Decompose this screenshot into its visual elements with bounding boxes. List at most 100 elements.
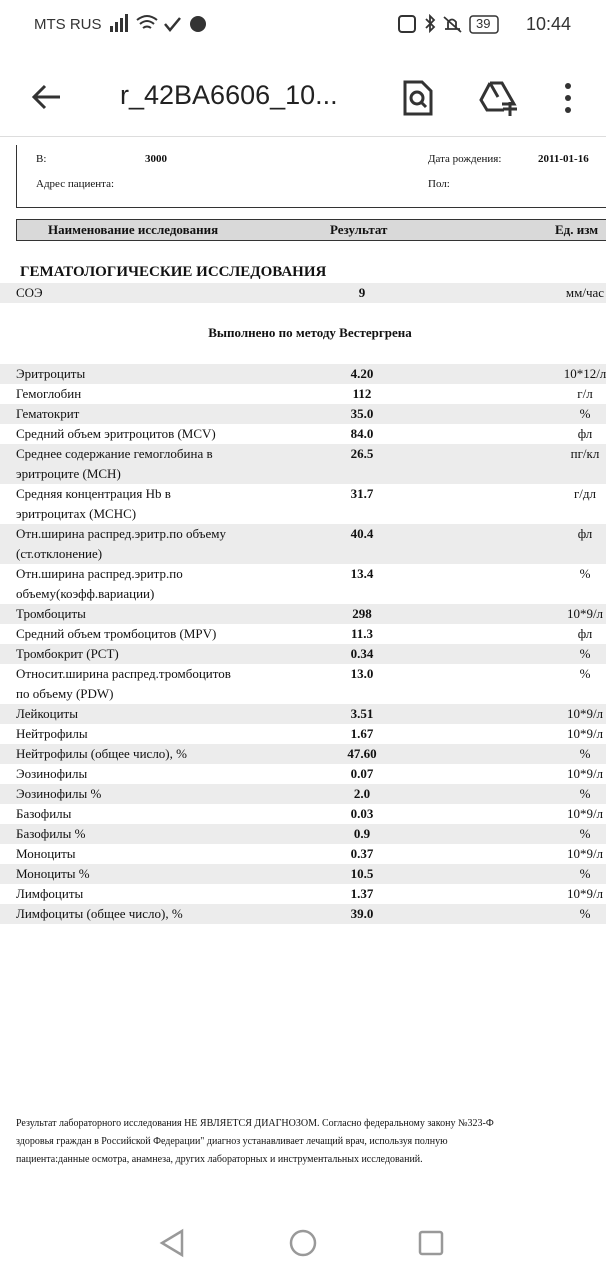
- table-row: Моноциты % 10.5%: [0, 864, 606, 884]
- test-name: Эритроциты: [16, 366, 86, 381]
- test-name: Средний объем эритроцитов (MCV): [16, 426, 216, 441]
- table-row: Лейкоциты 3.51 10*9/л: [0, 704, 606, 724]
- table-row: СОЭ 9 мм/час: [0, 283, 606, 303]
- test-name: Базофилы: [16, 806, 72, 821]
- footer-line: Результат лабораторного исследования НЕ …: [16, 1118, 494, 1129]
- table-row: Средняя концентрация Hb в эритроцитах (MC…: [0, 484, 606, 524]
- clock: 10:44: [526, 14, 572, 34]
- header-cell: Наименование исследования: [48, 222, 219, 237]
- test-result: 39.0: [350, 906, 374, 921]
- status-icons-left: [110, 14, 206, 32]
- test-result: 31.7: [350, 486, 374, 501]
- test-unit: 10*12/л: [563, 366, 606, 381]
- test-result: 13.0: [350, 666, 374, 681]
- test-name: СОЭ: [16, 285, 43, 300]
- test-name: Нейтрофилы: [16, 726, 88, 741]
- nav-home[interactable]: [289, 1229, 317, 1257]
- test-result: 47.60: [347, 746, 377, 761]
- section-title: ГЕМАТОЛОГИЧЕСКИЕ ИССЛЕДОВАНИЯ: [20, 264, 327, 280]
- field-value: 3000: [145, 153, 167, 165]
- test-name: Отн.ширина распред.эритр.по: [16, 566, 183, 581]
- carrier: MTS RUS: [34, 16, 102, 33]
- table-row: Гематокрит 35.0%: [0, 404, 606, 424]
- nav-back[interactable]: [159, 1228, 184, 1258]
- test-result: 0.03: [350, 806, 374, 821]
- test-result: 0.9: [353, 826, 371, 841]
- toolbar-divider: [0, 136, 606, 137]
- test-name: Средняя концентрация Hb в: [16, 486, 171, 501]
- test-name: эритроцитах (MCHC): [16, 506, 137, 521]
- test-result: 0.34: [350, 646, 374, 661]
- test-unit: %: [579, 566, 591, 581]
- test-name: Относит.ширина распред.тромбоцитов: [16, 666, 231, 681]
- test-name: объему(коэфф.вариации): [16, 586, 155, 601]
- test-name: Отн.ширина распред.эритр.по объему: [16, 526, 226, 541]
- test-result: 10.5: [350, 866, 374, 881]
- test-unit: фл: [577, 426, 593, 441]
- test-result: 0.07: [350, 766, 374, 781]
- test-unit: %: [579, 786, 591, 801]
- test-name: Лимфоциты: [16, 886, 84, 901]
- test-unit: 10*9/л: [566, 606, 604, 621]
- test-unit: 10*9/л: [566, 886, 604, 901]
- test-name: Гемоглобин: [16, 386, 82, 401]
- file-title: r_42BA6606_10...: [120, 80, 338, 110]
- test-name: Моноциты: [16, 846, 76, 861]
- table-row: Тромбокрит (PCT) 0.34%: [0, 644, 606, 664]
- footer-line: здоровья граждан в Российской Федерации"…: [16, 1136, 448, 1147]
- table-row: Базофилы 0.03 10*9/л: [0, 804, 606, 824]
- table-row: Эритроциты 4.20 10*12/л: [0, 364, 606, 384]
- test-result: 3.51: [350, 706, 374, 721]
- test-unit: г/л: [577, 386, 593, 401]
- table-row: Эозинофилы 0.07 10*9/л: [0, 764, 606, 784]
- test-name: Эозинофилы %: [16, 786, 102, 801]
- test-name: Моноциты %: [16, 866, 90, 881]
- test-result: 13.4: [350, 566, 374, 581]
- test-name: (ст.отклонение): [16, 546, 103, 561]
- test-unit: %: [579, 666, 591, 681]
- test-name: Среднее содержание гемоглобина в: [16, 446, 213, 461]
- test-unit: 10*9/л: [566, 766, 604, 781]
- nav-recents[interactable]: [418, 1230, 444, 1256]
- test-unit: фл: [577, 526, 593, 541]
- table-row: Эозинофилы % 2.0%: [0, 784, 606, 804]
- test-name: Базофилы %: [16, 826, 86, 841]
- table-row: Лимфоциты 1.37 10*9/л: [0, 884, 606, 904]
- field-label: Адрес пациента:: [36, 178, 115, 190]
- test-result: 112: [352, 386, 372, 401]
- back-button[interactable]: [30, 82, 64, 112]
- test-unit: %: [579, 906, 591, 921]
- test-unit: мм/час: [565, 285, 605, 300]
- test-unit: 10*9/л: [566, 846, 604, 861]
- test-name: по объему (PDW): [16, 686, 114, 701]
- test-name: Средний объем тромбоцитов (MPV): [16, 626, 217, 641]
- test-unit: 10*9/л: [566, 706, 604, 721]
- navigation-bar: [159, 1228, 444, 1258]
- test-unit: пг/кл: [570, 446, 600, 461]
- footer-line: пациента:данные осмотра, анамнеза, други…: [16, 1154, 423, 1165]
- test-name: эритроците (MCH): [16, 466, 121, 481]
- test-unit: %: [579, 406, 591, 421]
- test-name: Тромбоциты: [16, 606, 86, 621]
- test-result: 4.20: [350, 366, 374, 381]
- table-row: Нейтрофилы 1.67 10*9/л: [0, 724, 606, 744]
- add-to-drive[interactable]: [478, 80, 520, 116]
- table-row: Лимфоциты (общее число), % 39.0%: [0, 904, 606, 924]
- test-result: 35.0: [350, 406, 374, 421]
- table-row: Отн.ширина распред.эритр.по объему(коэфф.…: [0, 564, 606, 604]
- test-name: Нейтрофилы (общее число), %: [16, 746, 187, 761]
- method-note: Выполнено по методу Вестергрена: [208, 325, 412, 340]
- find-in-document[interactable]: [402, 80, 434, 116]
- test-result: 1.67: [350, 726, 374, 741]
- table-row: Тромбоциты 298 10*9/л: [0, 604, 606, 624]
- status-icons-right: [398, 14, 499, 34]
- test-unit: %: [579, 826, 591, 841]
- document-page: В: 3000 Дата рождения: 2011-01-16 Адрес …: [0, 137, 606, 1215]
- table-row: Относит.ширина распред.тромбоцитов по объ…: [0, 664, 606, 704]
- more-menu[interactable]: [562, 82, 574, 114]
- field-value: 2011-01-16: [538, 153, 589, 165]
- test-result: 40.4: [350, 526, 374, 541]
- test-result: 0.37: [350, 846, 374, 861]
- test-unit: фл: [577, 626, 593, 641]
